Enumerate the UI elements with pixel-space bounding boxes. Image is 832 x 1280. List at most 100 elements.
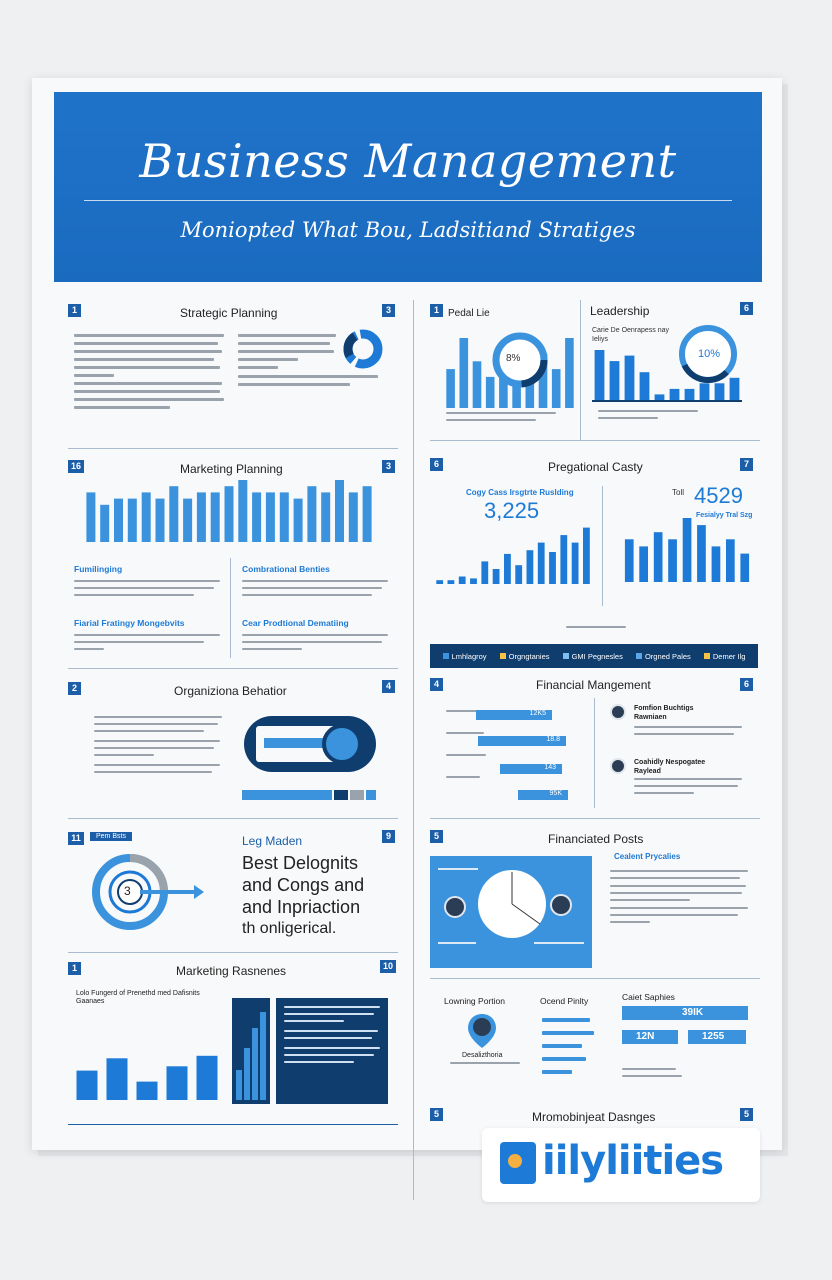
section-number: 3 [382, 460, 395, 473]
mini-bar-chart [236, 1012, 266, 1100]
bar [459, 338, 469, 408]
donut-chart [343, 329, 383, 369]
bar [335, 480, 344, 542]
bar-chart-leadership [594, 350, 740, 400]
hbar: 18.8 [478, 736, 566, 746]
bar [668, 539, 677, 582]
bar [538, 353, 548, 408]
subheading: Combrational Benties [242, 564, 330, 574]
bar [481, 561, 489, 584]
donut-value: 10% [698, 348, 721, 360]
body-line: and Congs and [242, 875, 365, 895]
page-subtitle: Moniopted What Bou, Ladsitiand Stratiges [180, 218, 636, 242]
kpi-sub: Fesialyy Tral Szg [696, 512, 753, 519]
bar-chart-marketing-planning [86, 480, 372, 542]
text-block [242, 580, 392, 601]
bar [238, 480, 248, 542]
bar [321, 492, 331, 542]
legend-item: Demer Ilg [703, 652, 745, 661]
caption-text [566, 626, 646, 633]
person-name: Coahidly Nespogatee Raylead [634, 759, 706, 775]
logo-text: iilyliities [542, 1138, 724, 1184]
avatar [444, 896, 466, 918]
bar [348, 492, 358, 542]
section-title-pedal-lie: Pedal Lie [448, 308, 490, 319]
bar [537, 542, 545, 584]
bar [624, 355, 635, 400]
pie-chart [438, 868, 584, 944]
section-number: 3 [382, 304, 395, 317]
legend-item: Orgngtanies [499, 652, 550, 661]
column-header: Ocend Pinlty [540, 996, 589, 1006]
bar [155, 498, 165, 542]
chart-title: Lolo Fungerd of Prenethd med Dafisnits G… [76, 990, 200, 1005]
subheading: Fiarial Fratingy Mongebvits [74, 618, 185, 628]
bar [515, 565, 523, 584]
legend-item: Orgned Pales [635, 652, 691, 661]
subheading: Cear Prodtional Dematiing [242, 618, 349, 628]
section-divider [68, 818, 398, 819]
subheading: Fumilinging [74, 564, 123, 574]
section-divider [430, 440, 760, 441]
caption-text [598, 410, 718, 424]
section-title-footer: Mromobinjeat Dasnges [532, 1110, 656, 1124]
bar [362, 486, 372, 542]
legend-item: Lmhlagroy [442, 652, 487, 661]
bar [446, 369, 455, 408]
section-number: 6 [740, 678, 753, 691]
bar [100, 504, 110, 542]
bar [699, 383, 710, 400]
donut-chart [679, 325, 737, 383]
section-title-marketing-planning: Marketing Planning [180, 462, 283, 476]
bar [653, 532, 663, 582]
arrow-banner [622, 1006, 748, 1020]
bar [504, 553, 511, 584]
bar [141, 492, 151, 542]
header-banner: Business Management Moniopted What Bou, … [54, 92, 762, 282]
text-block [74, 334, 224, 414]
section-number: 16 [68, 460, 84, 473]
section-divider [430, 818, 760, 819]
section-number: 1 [68, 962, 81, 975]
section-number: 4 [430, 678, 443, 691]
text-block [74, 580, 224, 601]
brand-logo: iilyliities [482, 1128, 760, 1202]
section-title-financiated-posts: Financiated Posts [548, 832, 644, 846]
bar [560, 535, 568, 584]
kpi-label: Toll [672, 488, 685, 497]
bar [293, 498, 303, 542]
section-divider [68, 668, 398, 669]
bar-chart-pregational-casty [436, 527, 590, 584]
target-icon [92, 854, 204, 930]
column-header: Lowning Portion [444, 996, 505, 1006]
section-title-marketing-rasnenes: Marketing Rasnenes [176, 964, 287, 978]
bar [711, 546, 721, 582]
hbar: 95K [518, 790, 568, 800]
caption-text [446, 412, 566, 426]
bar [470, 578, 477, 584]
hbar-list [542, 1018, 602, 1079]
bar [492, 569, 500, 584]
legend-item: GMI Pegnesles [562, 652, 623, 661]
section-title-organizational-behavior: Organiziona Behatior [174, 684, 287, 698]
row-labels [446, 710, 486, 783]
bar [549, 552, 556, 584]
bar [183, 498, 193, 542]
target-label: 3 [124, 884, 131, 898]
bar [127, 498, 137, 542]
section-title-pregational-casty: Pregational Casty [548, 460, 643, 474]
location-pin-icon [468, 1014, 496, 1048]
bar [697, 525, 706, 582]
column-divider [580, 300, 581, 440]
bar [714, 383, 725, 400]
bar [166, 1066, 188, 1100]
bar [551, 369, 561, 408]
section-number: 6 [740, 302, 753, 315]
section-divider [430, 978, 760, 979]
bar [86, 492, 96, 542]
logo-icon [500, 1142, 536, 1184]
bar [196, 1055, 218, 1100]
bar [639, 546, 648, 582]
badge: Pem Bsts [90, 832, 132, 841]
bar [726, 539, 735, 582]
